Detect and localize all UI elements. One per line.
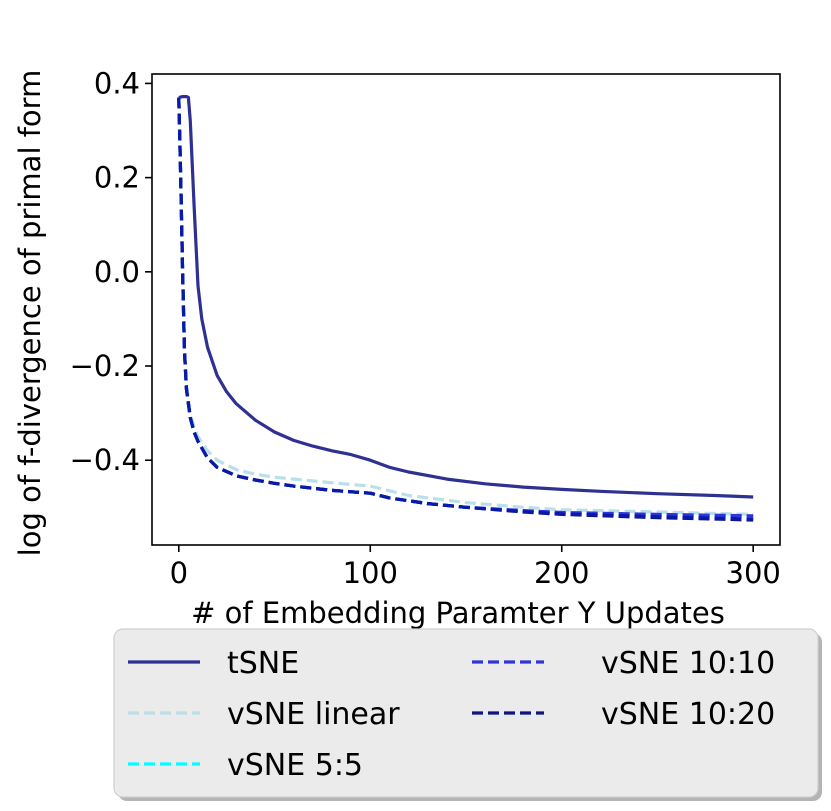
legend-label: vSNE 5:5: [227, 748, 363, 783]
legend: tSNE vSNE linear vSNE 5:5 vSNE 10:10 vSNE 10…: [113, 628, 822, 801]
y-tick-label: 0.4: [94, 66, 140, 100]
legend-entries: tSNE vSNE linear vSNE 5:5 vSNE 10:10 vSNE 10…: [128, 646, 775, 783]
series-line-vsne-10-10: [177, 97, 754, 518]
series-line-vsne-5-5: [177, 97, 754, 519]
y-tick-label: −0.4: [70, 443, 140, 477]
series-line-tsne: [178, 94, 754, 499]
y-tick-label: 0.2: [94, 161, 140, 195]
legend-label: vSNE 10:20: [601, 697, 775, 732]
y-axis-label: log of f-divergence of primal form: [13, 70, 47, 557]
y-tick-label: 0.0: [94, 255, 140, 289]
series-line-overlay: [177, 97, 754, 521]
legend-label: tSNE: [227, 646, 299, 681]
x-tick-label: 200: [534, 556, 589, 590]
legend-box: [113, 628, 819, 798]
x-axis-label: # of Embedding Paramter Y Updates: [191, 596, 725, 630]
x-tick-label: 0: [170, 556, 188, 590]
y-axis: 0.4 0.2 0.0 −0.2 −0.4: [70, 66, 152, 477]
series-line-vsne-10-20: [177, 97, 754, 522]
x-axis: 0 100 200 300: [170, 545, 781, 590]
legend-label: vSNE 10:10: [601, 646, 775, 681]
y-tick-label: −0.2: [70, 349, 140, 383]
legend-label: vSNE linear: [227, 697, 400, 732]
x-tick-label: 300: [726, 556, 781, 590]
x-tick-label: 100: [343, 556, 398, 590]
series-line-vsne-linear: [177, 97, 754, 516]
plot-series: [177, 94, 754, 522]
plot-frame: [151, 73, 781, 546]
